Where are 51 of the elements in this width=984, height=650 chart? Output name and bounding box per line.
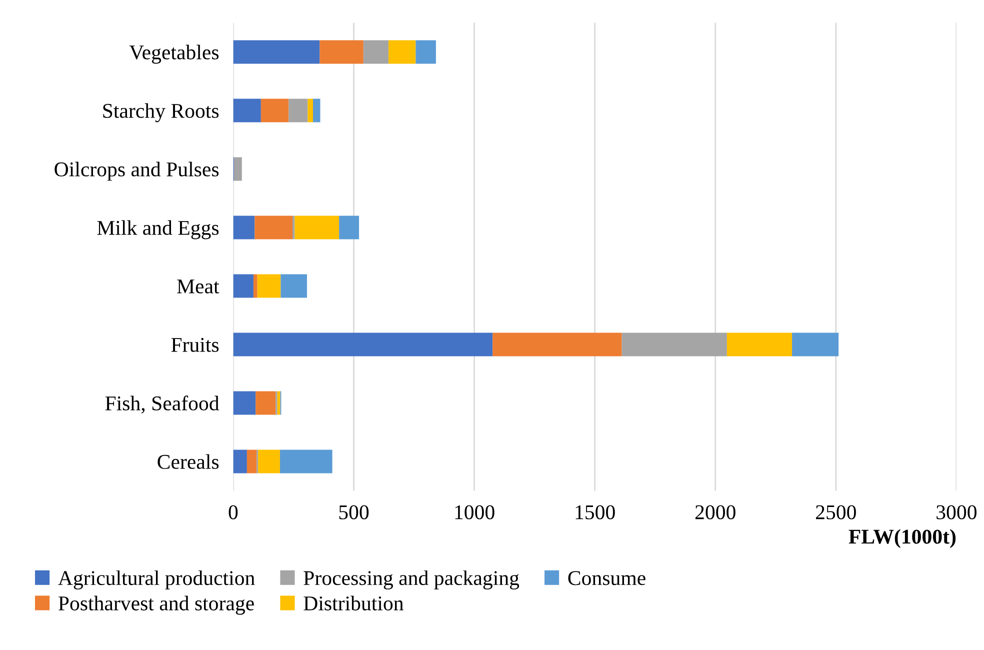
legend-label: Agricultural production (58, 570, 255, 590)
x-tick-label: 1500 (576, 505, 615, 520)
bar (288, 98, 308, 122)
y-tick-label: Meat (177, 280, 220, 294)
x-tick-label: 500 (339, 505, 369, 520)
bar (294, 216, 340, 240)
y-tick-label: Vegetables (129, 44, 219, 64)
x-axis-title: FLW(1000t) (848, 529, 956, 548)
bar (233, 216, 255, 240)
bar (492, 332, 622, 356)
bar (388, 40, 416, 64)
y-tick-label: Milk and Eggs (97, 220, 219, 240)
x-tick-label: 1000 (455, 505, 494, 520)
bar (416, 40, 436, 64)
bar (256, 391, 276, 415)
y-tick-label: Fruits (171, 338, 219, 352)
x-tick-label: 2500 (816, 505, 856, 520)
bar (233, 274, 254, 298)
y-tick-label: Cereals (158, 454, 219, 469)
bar (233, 391, 256, 415)
legend-label: Postharvest and storage (58, 596, 254, 615)
legend-label: Processing and packaging (304, 570, 520, 590)
bar (258, 450, 280, 474)
y-tick-label: Oilcrops and Pulses (54, 162, 219, 181)
bar (280, 450, 332, 474)
bar (257, 274, 281, 298)
bar (280, 274, 307, 298)
bar (233, 98, 261, 122)
y-tick-label: Fish, Seafood (105, 396, 220, 414)
bar (253, 274, 258, 298)
bar (233, 40, 320, 64)
x-tick-label: 0 (228, 505, 238, 520)
bar (313, 98, 320, 122)
bar (339, 216, 360, 240)
bar (792, 332, 839, 356)
legend-label: Consume (568, 571, 646, 586)
bar (622, 332, 727, 356)
bar (320, 40, 364, 64)
bar (246, 450, 257, 474)
y-tick-label: Starchy Roots (103, 103, 219, 122)
bar (308, 98, 314, 122)
legend-label: Distribution (304, 596, 404, 610)
bar (363, 40, 388, 64)
bar (233, 332, 493, 356)
bar (260, 98, 289, 122)
x-tick-label: 2000 (695, 505, 736, 520)
x-tick-label: 3000 (936, 505, 976, 520)
bar (254, 216, 293, 240)
bar (233, 450, 247, 474)
bar (726, 332, 792, 356)
bar (234, 157, 242, 181)
